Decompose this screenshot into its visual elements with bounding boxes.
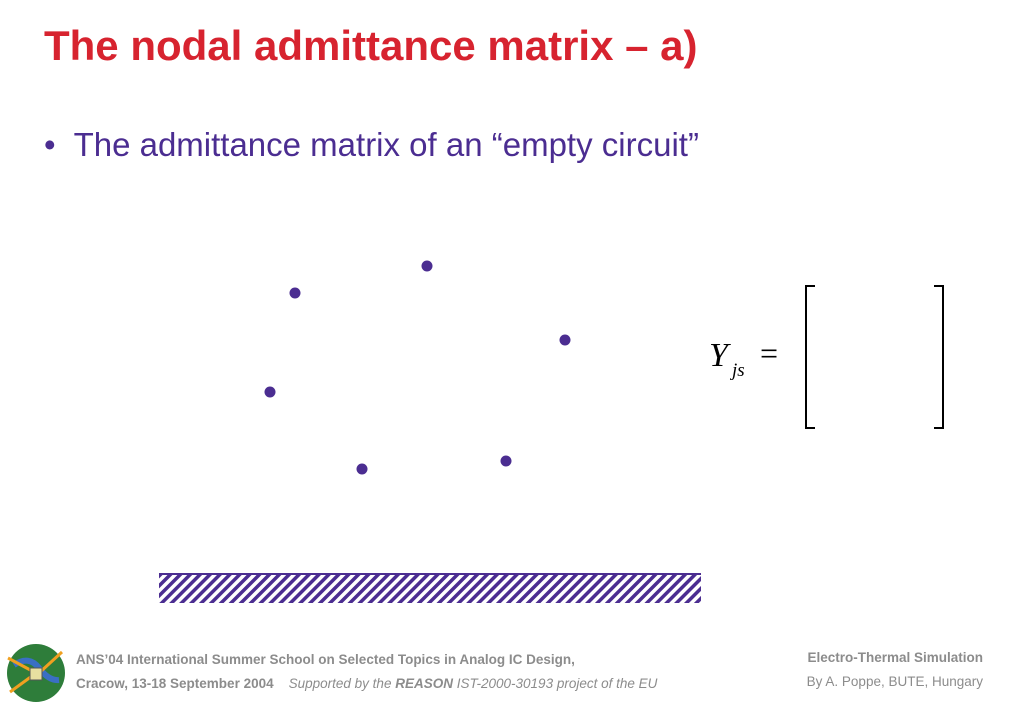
footer-place-date: Cracow, 13-18 September 2004 bbox=[76, 676, 274, 691]
bullet-text: The admittance matrix of an “empty circu… bbox=[73, 126, 699, 163]
footer-support: IST-2000-30193 project of the EU bbox=[456, 676, 658, 691]
matrix-bracket bbox=[805, 285, 815, 429]
chip bbox=[29, 667, 43, 681]
node bbox=[289, 287, 301, 299]
footer-line: Cracow, 13-18 September 2004 Supported b… bbox=[76, 676, 657, 691]
footer-support: Supported by the bbox=[288, 676, 392, 691]
node bbox=[421, 260, 433, 272]
node bbox=[559, 334, 571, 346]
node bbox=[356, 463, 368, 475]
footer-event: ANS’04 International Summer School on Se… bbox=[76, 652, 575, 667]
footer-course: Electro-Thermal Simulation bbox=[807, 650, 983, 665]
slide-title: The nodal admittance matrix – a) bbox=[44, 22, 698, 69]
formula-operator: = bbox=[760, 335, 778, 371]
bullet-item: • The admittance matrix of an “empty circ… bbox=[44, 126, 699, 164]
bullet-marker: • bbox=[44, 126, 56, 163]
node bbox=[500, 455, 512, 467]
formula-subscript: js bbox=[729, 360, 745, 381]
footer-author: By A. Poppe, BUTE, Hungary bbox=[806, 674, 983, 689]
diagram: Y js = bbox=[159, 260, 944, 603]
matrix-bracket bbox=[934, 285, 944, 429]
logo bbox=[7, 644, 65, 702]
ground bbox=[159, 573, 701, 603]
footer-project: REASON bbox=[395, 676, 453, 691]
formula-symbol: Y bbox=[709, 337, 731, 374]
nodes bbox=[264, 260, 571, 475]
node bbox=[264, 386, 276, 398]
